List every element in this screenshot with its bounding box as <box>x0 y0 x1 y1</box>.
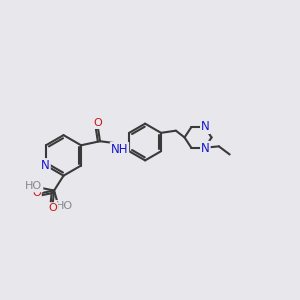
Text: N: N <box>201 120 210 133</box>
Text: NH: NH <box>111 143 128 156</box>
Text: N: N <box>201 142 210 155</box>
Text: O: O <box>32 188 41 198</box>
Text: O: O <box>94 118 102 128</box>
Text: N: N <box>41 159 50 172</box>
Text: O: O <box>48 203 57 213</box>
Text: HO: HO <box>25 182 42 191</box>
Text: HO: HO <box>56 201 73 211</box>
